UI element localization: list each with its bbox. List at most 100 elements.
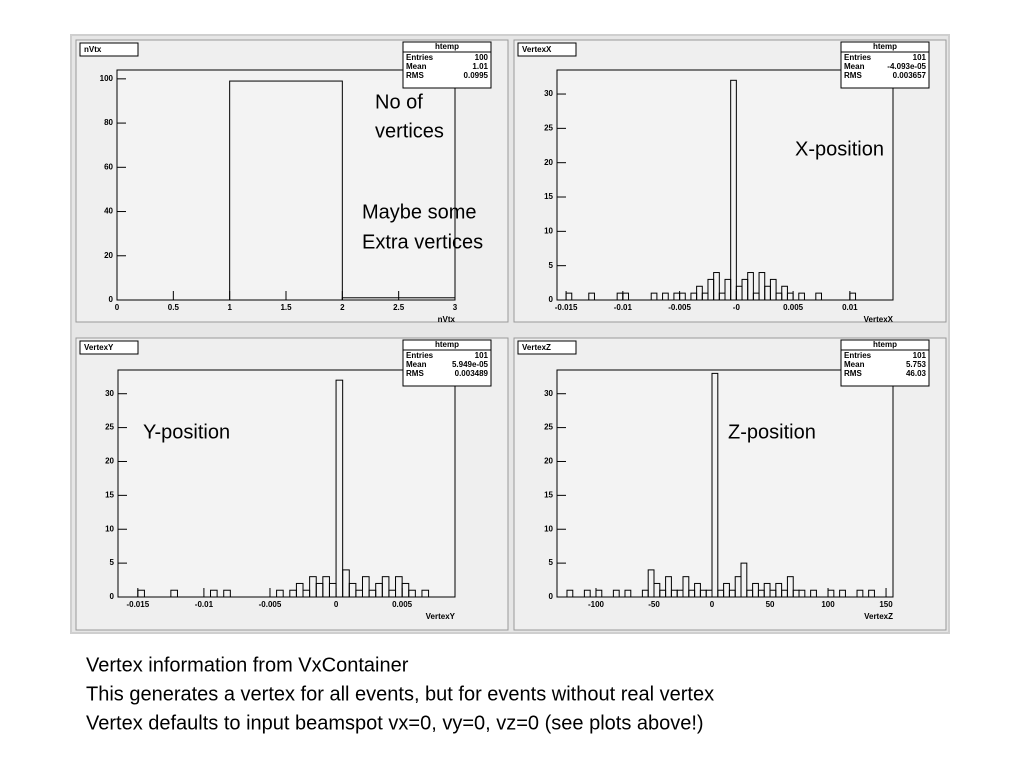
histogram-bin: [421, 589, 430, 598]
x-axis-title: VertexX: [864, 315, 894, 324]
histogram-bin: [786, 576, 794, 598]
title-box: [517, 340, 577, 355]
y-tick-label: 0: [109, 295, 114, 304]
caption-line: This generates a vertex for all events, …: [86, 683, 714, 705]
annotation: Maybe some: [362, 201, 477, 223]
x-tick-label: 100: [821, 600, 835, 609]
histogram-bin: [622, 292, 630, 301]
histogram-bin: [682, 576, 690, 598]
pad-title: nVtx: [84, 45, 102, 54]
y-tick-label: 20: [104, 251, 113, 260]
y-tick-label: 30: [105, 389, 114, 398]
stats-name: RMS: [406, 71, 424, 80]
y-tick-label: 5: [110, 558, 115, 567]
histogram-bin: [210, 589, 218, 598]
x-tick-label: 0: [115, 303, 120, 312]
histogram-bin: [595, 589, 603, 598]
stats-box: [840, 339, 930, 387]
histogram-bin: [711, 372, 719, 598]
plot-frame: [116, 69, 456, 301]
y-tick-label: 60: [104, 162, 113, 171]
histogram-bin: [650, 292, 658, 301]
pad-title: VertexZ: [522, 343, 551, 352]
histogram-bin: [786, 292, 794, 301]
histogram-bin: [856, 589, 864, 598]
histogram-bin: [583, 589, 591, 598]
histogram-bin: [565, 292, 573, 301]
y-tick-label: 10: [105, 524, 114, 533]
x-tick-label: -50: [648, 600, 660, 609]
x-axis-title: VertexY: [426, 612, 456, 621]
y-tick-label: 5: [549, 558, 554, 567]
stats-name: Entries: [406, 351, 434, 360]
x-tick-label: 1.5: [280, 303, 292, 312]
histogram-bin: [769, 278, 777, 301]
caption-line: Vertex information from VxContainer: [86, 654, 409, 676]
y-tick-label: 25: [544, 123, 553, 132]
y-tick-label: 25: [544, 423, 553, 432]
stats-value: 0.003489: [455, 369, 489, 378]
stats-value: 101: [913, 53, 927, 62]
annotation: No of: [375, 91, 423, 113]
histogram-bin: [679, 292, 686, 301]
stats-value: 0.0995: [464, 71, 489, 80]
x-tick-label: -0.005: [259, 600, 282, 609]
stats-name: RMS: [844, 71, 862, 80]
histogram-bin: [229, 80, 343, 301]
x-tick-label: -0.015: [555, 303, 578, 312]
pad-title: VertexY: [84, 343, 114, 352]
histogram-bin: [665, 576, 672, 598]
histogram-bin: [849, 292, 857, 301]
y-tick-label: 20: [544, 158, 553, 167]
x-tick-label: 0.005: [392, 600, 413, 609]
histogram-bin: [827, 589, 835, 598]
annotation: Z-position: [728, 421, 816, 443]
histogram-bin: [798, 589, 806, 598]
stats-box: [840, 41, 930, 89]
histogram-bin: [566, 589, 574, 598]
histogram-bin: [137, 589, 145, 598]
x-tick-label: 3: [453, 303, 458, 312]
stats-title: htemp: [435, 340, 459, 349]
histogram-bin: [170, 589, 178, 598]
title-box: [79, 42, 139, 57]
stats-title: htemp: [435, 42, 459, 51]
stats-name: Mean: [406, 360, 427, 369]
stats-box: [402, 41, 492, 89]
y-tick-label: 5: [549, 261, 554, 270]
histogram-bin: [341, 297, 456, 301]
y-tick-label: 10: [544, 226, 553, 235]
histogram-bin: [612, 589, 620, 598]
x-tick-label: -0.005: [668, 303, 691, 312]
x-tick-label: -100: [588, 600, 605, 609]
stats-value: -4.093e-05: [887, 62, 926, 71]
plot-frame: [117, 369, 456, 598]
y-tick-label: 30: [544, 89, 553, 98]
stats-name: RMS: [406, 369, 424, 378]
plot-frame: [556, 69, 894, 301]
histogram-bin: [810, 589, 817, 598]
x-tick-label: -0: [733, 303, 741, 312]
stats-title: htemp: [873, 42, 897, 51]
y-tick-label: 10: [544, 524, 553, 533]
histogram-bin: [730, 79, 737, 301]
histogram-bin: [662, 292, 669, 301]
histogram-bin: [223, 589, 231, 598]
caption-line: Vertex defaults to input beamspot vx=0, …: [86, 712, 704, 734]
y-tick-label: 20: [105, 457, 114, 466]
y-tick-label: 80: [104, 118, 113, 127]
annotation: X-position: [795, 138, 884, 160]
annotation: Extra vertices: [362, 231, 483, 253]
y-tick-label: 15: [105, 490, 114, 499]
x-tick-label: 2: [340, 303, 345, 312]
stats-name: Entries: [844, 351, 872, 360]
x-tick-label: 0.5: [168, 303, 180, 312]
plot-frame: [556, 369, 894, 598]
histogram-bin: [624, 589, 632, 598]
y-tick-label: 15: [544, 192, 553, 201]
y-tick-label: 20: [544, 457, 553, 466]
x-axis-title: VertexZ: [864, 612, 893, 621]
stats-value: 5.753: [906, 360, 927, 369]
